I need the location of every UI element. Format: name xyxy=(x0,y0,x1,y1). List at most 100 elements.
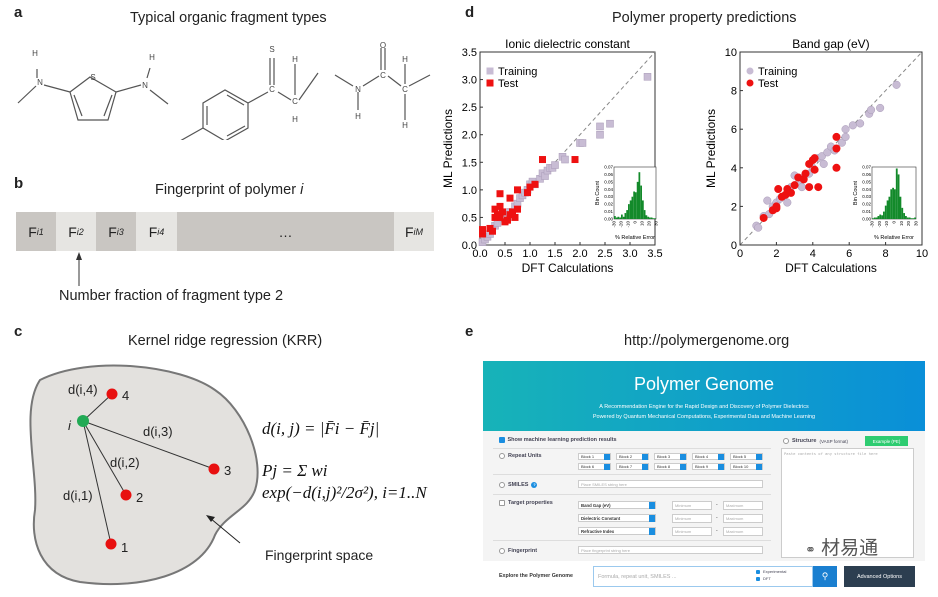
chevron-icon xyxy=(680,454,686,460)
search-icon: ⚲ xyxy=(821,571,829,581)
data-point-test xyxy=(814,183,823,192)
fingerprint-input[interactable]: Place fingerprint string here xyxy=(578,546,763,554)
target-properties-label: Target properties xyxy=(508,500,553,506)
smiles-radio[interactable] xyxy=(499,482,505,488)
chevron-icon xyxy=(756,464,762,470)
smiles-input[interactable]: Place SMILES string here xyxy=(578,480,763,488)
max-input[interactable]: Maximum xyxy=(723,514,763,523)
chevron-icon xyxy=(604,454,610,460)
advanced-options-button[interactable]: Advanced Options xyxy=(844,566,915,587)
property-select[interactable]: Dielectric Constant xyxy=(578,514,656,522)
y-tick-label: 0 xyxy=(731,240,737,252)
atom-label: C xyxy=(380,71,386,80)
target-properties-checkbox[interactable] xyxy=(499,500,505,506)
data-point-training xyxy=(797,183,806,192)
y-tick-label: 0.5 xyxy=(462,212,477,224)
data-point-test xyxy=(801,169,810,178)
block-select[interactable]: Block 6 xyxy=(578,463,611,470)
fingerprint-radio[interactable] xyxy=(499,548,505,554)
data-point-training xyxy=(866,105,876,114)
block-select[interactable]: Block 5 xyxy=(730,453,763,460)
y-tick-label: 1.0 xyxy=(462,185,477,197)
histogram-bar xyxy=(635,192,637,219)
prediction-formula: Pj = Σ wi exp(−d(i,j)²/2σ²), i=1..N xyxy=(262,461,427,503)
histogram-bar xyxy=(895,168,898,219)
histogram-bar xyxy=(901,207,904,219)
data-point-test xyxy=(499,208,506,216)
block-select[interactable]: Block 1 xyxy=(578,453,611,460)
panel-a-title: Typical organic fragment types xyxy=(130,10,327,26)
data-point-training xyxy=(561,155,569,164)
min-input[interactable]: Minimum xyxy=(672,527,712,536)
point-3 xyxy=(208,463,220,475)
x-tick-label: 6 xyxy=(846,248,852,260)
inset-y-tick: 0.02 xyxy=(604,202,613,207)
x-tick-label: 2.5 xyxy=(597,248,612,260)
inset-y-tick: 0.00 xyxy=(604,217,613,222)
block-select[interactable]: Block 10 xyxy=(730,463,763,470)
structure-textarea[interactable]: Paste contents of any structure file her… xyxy=(781,448,914,558)
histogram-bar xyxy=(905,216,907,219)
histogram-bar xyxy=(884,205,887,219)
panel-d-title: Polymer property predictions xyxy=(612,10,797,26)
x-tick-label: 0 xyxy=(737,248,743,260)
block-label: Block 8 xyxy=(657,464,671,469)
property-select[interactable]: Band Gap (eV) xyxy=(578,501,656,509)
property-select[interactable]: Refractive Index xyxy=(578,527,656,535)
range-dash: - xyxy=(716,502,718,508)
histogram-bar xyxy=(642,200,644,219)
block-label: Block 1 xyxy=(581,454,595,459)
structure-radio[interactable] xyxy=(783,438,789,444)
site-subtitle: A Recommendation Engine for the Rapid De… xyxy=(599,404,809,410)
max-input[interactable]: Maximum xyxy=(723,501,763,510)
x-tick-label: 2.0 xyxy=(572,248,587,260)
thiophene-fragment xyxy=(17,67,169,121)
x-tick-label: 8 xyxy=(883,248,889,260)
repeat-units-radio[interactable] xyxy=(499,453,505,459)
point-label: i xyxy=(68,418,72,433)
atom-label: S xyxy=(90,73,95,82)
y-tick-label: 10 xyxy=(725,47,737,59)
data-point-training xyxy=(783,198,792,207)
search-button[interactable]: ⚲ xyxy=(813,566,837,587)
show-ml-checkbox[interactable] xyxy=(499,437,505,443)
block-select[interactable]: Block 4 xyxy=(692,453,725,460)
data-point-test xyxy=(491,205,499,213)
block-select[interactable]: Block 9 xyxy=(692,463,725,470)
histogram-bar xyxy=(645,215,648,219)
data-point-test xyxy=(479,230,486,238)
structure-format: (VASP format) xyxy=(819,438,849,444)
wechat-icon: ⚭ xyxy=(805,542,816,557)
experimental-checkbox[interactable] xyxy=(756,569,760,574)
data-point-test xyxy=(496,190,504,198)
point-4 xyxy=(106,388,118,400)
max-input[interactable]: Maximum xyxy=(723,527,763,536)
min-input[interactable]: Minimum xyxy=(672,514,712,523)
data-point-test xyxy=(511,213,519,221)
block-select[interactable]: Block 7 xyxy=(616,463,649,470)
x-tick-label: 2 xyxy=(773,248,779,260)
block-select[interactable]: Block 3 xyxy=(654,453,687,460)
help-icon[interactable]: ? xyxy=(531,482,538,488)
panel-e-title: http://polymergenome.org xyxy=(624,333,790,349)
block-select[interactable]: Block 2 xyxy=(616,453,649,460)
histogram-bar xyxy=(652,218,655,219)
inset-y-label: Bin Count xyxy=(595,180,601,205)
dft-checkbox[interactable] xyxy=(756,576,760,581)
example-button[interactable]: Example (PE) xyxy=(865,436,908,446)
block-select[interactable]: Block 8 xyxy=(654,463,687,470)
inset-y-tick: 0.01 xyxy=(604,209,613,214)
inset-x-tick: 30 xyxy=(914,221,919,227)
structure-label: Structure xyxy=(792,438,817,444)
inset-y-tick: 0.07 xyxy=(604,165,613,170)
histogram-bar xyxy=(906,217,909,219)
distance-label: d(i,1) xyxy=(63,488,93,503)
min-input[interactable]: Minimum xyxy=(672,501,712,510)
data-point-training xyxy=(892,80,901,89)
arrow-icon xyxy=(209,517,241,544)
data-point-training xyxy=(754,223,763,232)
inset-histogram: 0.00 0.01 0.02 0.03 0.04 0.05 0.06 0.07 -30 -20 -1… xyxy=(853,165,919,242)
chart-title: Band gap (eV) xyxy=(792,37,869,51)
legend-marker xyxy=(746,67,754,75)
